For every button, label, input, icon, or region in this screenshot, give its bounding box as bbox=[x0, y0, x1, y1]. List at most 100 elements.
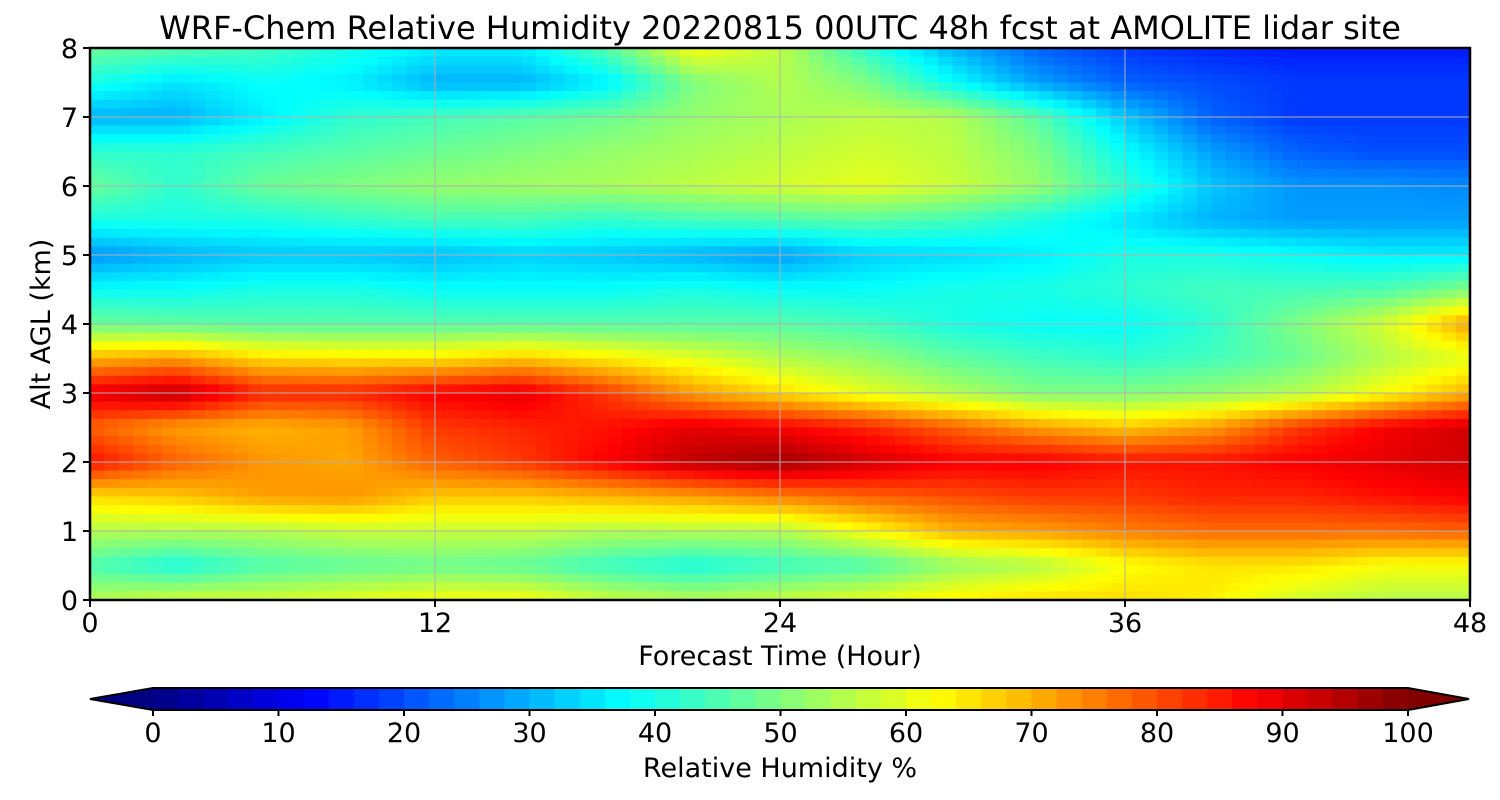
heatmap-cell bbox=[1412, 142, 1428, 153]
heatmap-cell bbox=[1426, 117, 1443, 127]
heatmap-cell bbox=[679, 263, 695, 274]
heatmap-cell bbox=[248, 229, 264, 239]
heatmap-cell bbox=[765, 349, 781, 360]
heatmap-cell bbox=[880, 280, 896, 291]
heatmap-cell bbox=[377, 48, 393, 58]
heatmap-cell bbox=[1125, 306, 1141, 317]
heatmap-cell bbox=[1355, 272, 1371, 282]
heatmap-cell bbox=[1110, 48, 1126, 58]
heatmap-cell bbox=[1196, 462, 1213, 472]
heatmap-cell bbox=[780, 56, 796, 67]
heatmap-cell bbox=[377, 298, 393, 308]
heatmap-cell bbox=[147, 125, 163, 136]
heatmap-cell bbox=[262, 332, 278, 343]
heatmap-cell bbox=[1326, 367, 1342, 377]
heatmap-cell bbox=[176, 203, 192, 213]
heatmap-cell bbox=[506, 211, 523, 222]
heatmap-cell bbox=[1010, 211, 1026, 222]
heatmap-cell bbox=[794, 401, 810, 412]
heatmap-cell bbox=[449, 306, 465, 317]
heatmap-cell bbox=[1110, 211, 1126, 222]
heatmap-cell bbox=[578, 203, 594, 213]
heatmap-cell bbox=[981, 99, 997, 110]
heatmap-cell bbox=[1225, 48, 1241, 58]
heatmap-cell bbox=[607, 393, 623, 403]
heatmap-cell bbox=[923, 194, 939, 205]
heatmap-cell bbox=[1254, 246, 1270, 256]
heatmap-cell bbox=[1455, 65, 1470, 75]
heatmap-cell bbox=[895, 306, 911, 317]
heatmap-cell bbox=[492, 418, 508, 429]
heatmap-cell bbox=[391, 470, 408, 481]
heatmap-cell bbox=[1225, 367, 1241, 377]
heatmap-cell bbox=[780, 125, 796, 136]
heatmap-cell bbox=[248, 151, 264, 161]
heatmap-cell bbox=[535, 375, 551, 386]
heatmap-cell bbox=[952, 255, 968, 265]
heatmap-cell bbox=[693, 117, 709, 127]
heatmap-cell bbox=[1326, 462, 1342, 472]
heatmap-cell bbox=[837, 263, 853, 274]
heatmap-cell bbox=[133, 220, 149, 230]
heatmap-cell bbox=[923, 384, 939, 394]
heatmap-cell bbox=[1398, 436, 1414, 446]
heatmap-cell bbox=[909, 56, 925, 67]
heatmap-cell bbox=[478, 306, 494, 317]
heatmap-cell bbox=[449, 367, 465, 377]
heatmap-cell bbox=[90, 117, 106, 127]
heatmap-cell bbox=[665, 410, 681, 420]
heatmap-cell bbox=[291, 384, 307, 394]
heatmap-cell bbox=[391, 401, 408, 412]
heatmap-cell bbox=[880, 56, 896, 67]
heatmap-cell bbox=[780, 298, 796, 308]
heatmap-cell bbox=[276, 272, 293, 282]
heatmap-cell bbox=[377, 134, 393, 144]
heatmap-cell bbox=[621, 82, 638, 92]
heatmap-cell bbox=[492, 220, 508, 230]
heatmap-cell bbox=[1240, 470, 1256, 481]
heatmap-cell bbox=[679, 298, 695, 308]
heatmap-cell bbox=[564, 237, 580, 248]
heatmap-cell bbox=[1254, 48, 1270, 58]
heatmap-cell bbox=[104, 194, 120, 205]
heatmap-cell bbox=[104, 470, 120, 481]
heatmap-cell bbox=[305, 272, 321, 282]
heatmap-cell bbox=[578, 134, 594, 144]
heatmap-cell bbox=[1326, 341, 1342, 351]
heatmap-cell bbox=[205, 436, 221, 446]
heatmap-cell bbox=[780, 82, 796, 92]
heatmap-cell bbox=[765, 246, 781, 256]
heatmap-cell bbox=[506, 125, 523, 136]
heatmap-cell bbox=[1455, 289, 1470, 299]
heatmap-cell bbox=[1110, 108, 1126, 118]
heatmap-cell bbox=[1196, 289, 1213, 299]
heatmap-cell bbox=[1426, 436, 1443, 446]
heatmap-cell bbox=[420, 263, 436, 274]
heatmap-cell bbox=[880, 324, 896, 334]
heatmap-cell bbox=[219, 220, 235, 230]
heatmap-cell bbox=[1441, 186, 1457, 196]
heatmap-cell bbox=[665, 418, 681, 429]
heatmap-cell bbox=[981, 48, 997, 58]
heatmap-cell bbox=[1412, 487, 1428, 498]
heatmap-cell bbox=[118, 280, 134, 291]
heatmap-cell bbox=[133, 444, 149, 455]
heatmap-cell bbox=[449, 177, 465, 187]
heatmap-cell bbox=[406, 125, 422, 136]
heatmap-cell bbox=[1441, 453, 1457, 463]
heatmap-cell bbox=[1369, 108, 1385, 118]
heatmap-cell bbox=[636, 367, 652, 377]
heatmap-cell bbox=[1311, 375, 1328, 386]
heatmap-cell bbox=[765, 384, 781, 394]
heatmap-cell bbox=[133, 125, 149, 136]
heatmap-cell bbox=[1311, 436, 1328, 446]
heatmap-cell bbox=[1067, 436, 1083, 446]
heatmap-cell bbox=[550, 298, 566, 308]
heatmap-cell bbox=[909, 255, 925, 265]
heatmap-cell bbox=[406, 177, 422, 187]
heatmap-cell bbox=[449, 375, 465, 386]
heatmap-cell bbox=[133, 462, 149, 472]
heatmap-cell bbox=[1038, 315, 1054, 325]
heatmap-cell bbox=[1297, 306, 1313, 317]
heatmap-cell bbox=[478, 246, 494, 256]
